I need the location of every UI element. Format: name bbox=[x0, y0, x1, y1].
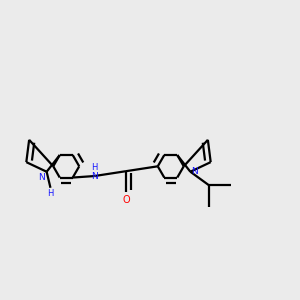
Text: H: H bbox=[47, 189, 54, 198]
Text: N: N bbox=[38, 173, 45, 182]
Text: O: O bbox=[122, 195, 130, 205]
Text: N: N bbox=[191, 167, 198, 176]
Text: N: N bbox=[91, 172, 98, 181]
Text: H: H bbox=[91, 163, 98, 172]
